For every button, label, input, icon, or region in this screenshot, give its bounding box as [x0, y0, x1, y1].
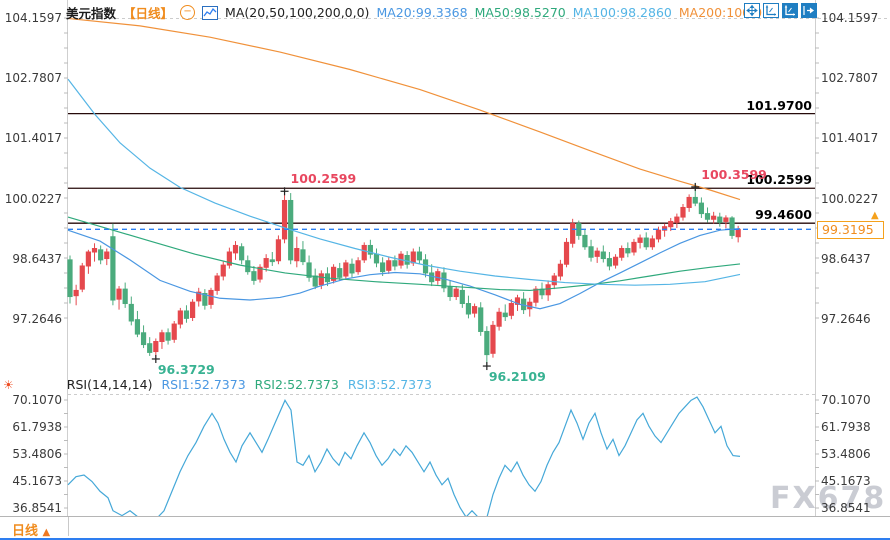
ma50-value: MA50:98.5270: [474, 5, 566, 20]
MA50-line: [67, 216, 741, 292]
rsi3-value: RSI3:52.7373: [347, 377, 433, 392]
MA200-line: [67, 17, 741, 201]
main-chart-legend: 美元指数 【日线】 − MA(20,50,100,200,0,0) MA20:9…: [66, 3, 762, 22]
rsi-function-label: RSI(14,14,14): [66, 377, 153, 392]
axis-scale-icon[interactable]: [782, 3, 798, 18]
indicator-chart-icon[interactable]: [202, 5, 219, 20]
ma100-value: MA100:98.2860: [572, 5, 672, 20]
period-up-arrow-icon: ▲: [42, 527, 51, 538]
MA100-line: [67, 78, 741, 286]
time-axis-bar: 日线 ▲: [0, 516, 890, 540]
MA20-line: [67, 227, 741, 310]
rsi-line: [67, 396, 741, 518]
period-selector[interactable]: 日线 ▲: [12, 520, 50, 539]
collapse-indicator-icon[interactable]: −: [180, 5, 196, 20]
period-label: 日线: [12, 524, 39, 539]
fx678-watermark: FX678: [770, 481, 887, 516]
ma200-value: MA200:100.0: [678, 5, 763, 20]
instrument-title: 美元指数: [66, 6, 117, 21]
current-price-tag: 99.3195: [817, 221, 884, 239]
period-tag: 【日线】: [123, 6, 174, 21]
chart-toolbar: [744, 3, 817, 18]
ma20-value: MA20:99.3368: [376, 5, 468, 20]
axis-range-icon[interactable]: [763, 3, 779, 18]
candlestick-layer: [67, 183, 741, 366]
rsi-legend: ☀ RSI(14,14,14) RSI1:52.7373 RSI2:52.737…: [3, 377, 432, 392]
rsi2-value: RSI2:52.7373: [254, 377, 339, 392]
footer-separator: [68, 517, 69, 536]
rsi-settings-icon[interactable]: ☀: [3, 377, 14, 392]
crosshair-icon[interactable]: [744, 3, 760, 18]
rsi1-value: RSI1:52.7373: [161, 377, 246, 392]
collapse-right-icon[interactable]: [801, 3, 817, 18]
ma-function-label: MA(20,50,100,200,0,0): [225, 5, 370, 20]
price-up-arrow-icon: ▲: [871, 210, 879, 221]
